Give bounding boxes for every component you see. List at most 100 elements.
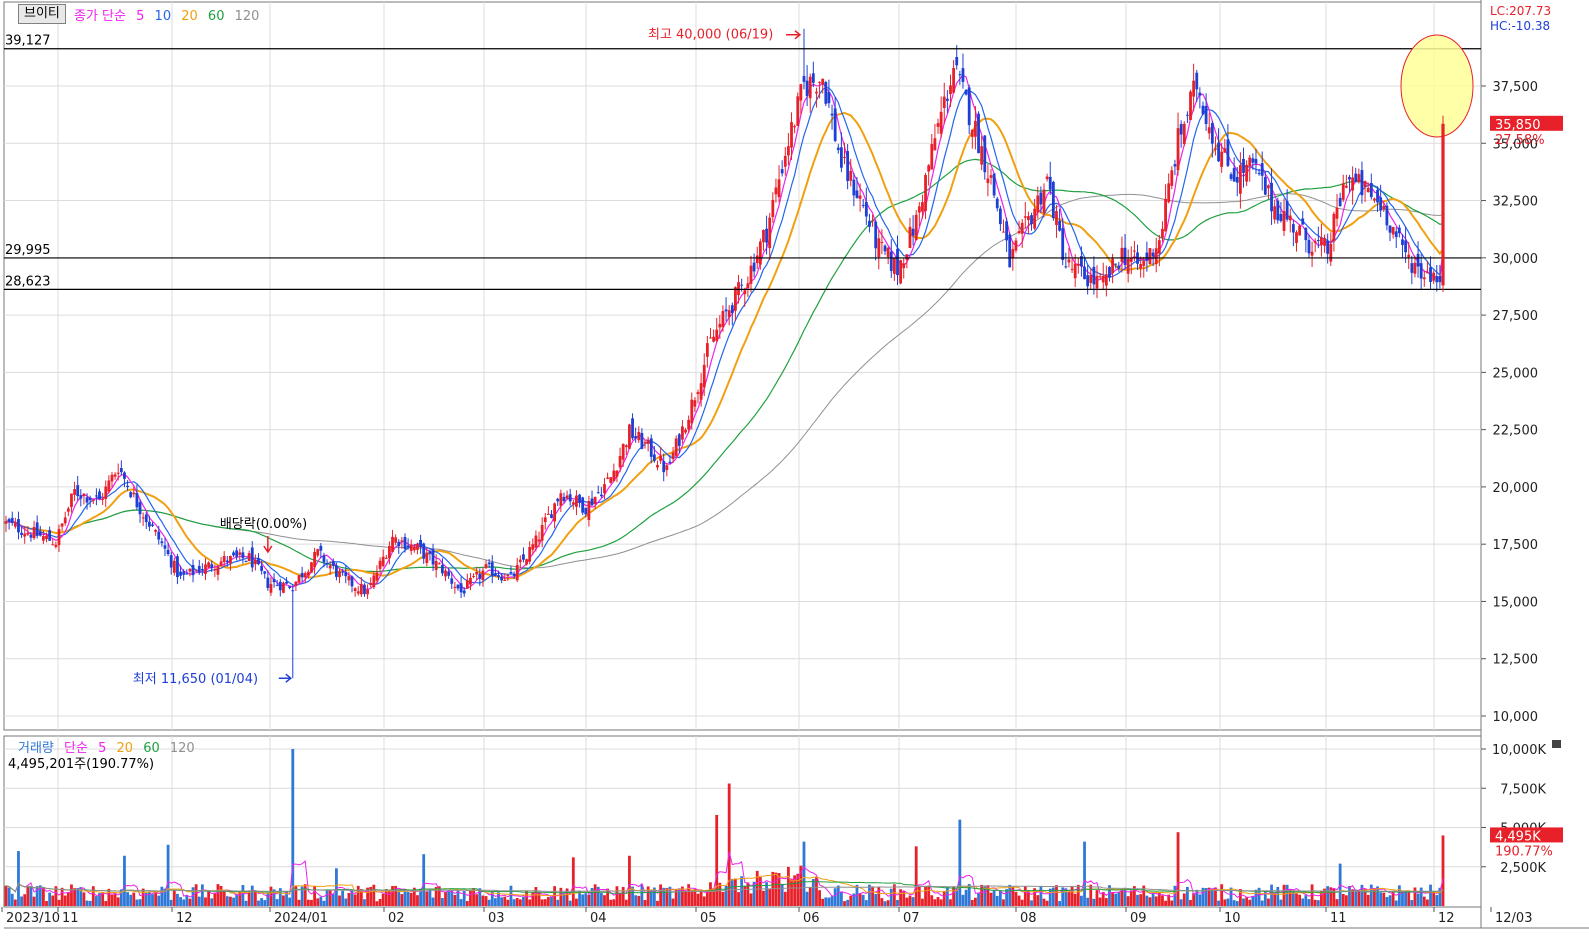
candle [995, 196, 999, 212]
symbol-button[interactable]: 브이티 [18, 4, 66, 24]
volume-bar [964, 889, 968, 906]
volume-bar [200, 884, 204, 906]
volume-bar [864, 900, 868, 906]
candle [434, 554, 438, 578]
candle [581, 496, 585, 516]
candle-body [568, 494, 572, 502]
volume-bar [91, 886, 95, 906]
candle-body [437, 563, 441, 565]
candle-body [578, 494, 581, 503]
hc-label: HC:-10.38 [1490, 19, 1551, 33]
volume-bar [1401, 891, 1404, 906]
candle [1055, 204, 1058, 238]
candle [1214, 136, 1217, 156]
volume-bar [1229, 887, 1233, 906]
candle [17, 511, 20, 540]
volume-bar [160, 886, 164, 906]
last-price-label: 35,850 [1495, 118, 1541, 133]
volume-bar [238, 891, 242, 906]
candle-body [515, 564, 519, 581]
legend-ma10: 10 [154, 9, 172, 24]
volume-bar [874, 894, 878, 906]
candle [649, 434, 653, 464]
candle-body [892, 258, 896, 274]
candle [378, 557, 382, 575]
volume-bar [911, 897, 915, 906]
candle-body [587, 501, 591, 520]
volume-bar [478, 888, 482, 906]
volume-bar [497, 892, 500, 906]
volume-bar [135, 899, 139, 906]
candle-body [833, 108, 837, 141]
candle-body [1326, 240, 1330, 254]
candle [172, 557, 176, 576]
volume-legend-label: 거래량 [18, 741, 54, 756]
volume-bar [216, 884, 220, 906]
volume-bar [1285, 884, 1289, 906]
volume-bar [76, 887, 80, 906]
candle-body [338, 571, 341, 578]
candle-body [42, 536, 45, 541]
volume-bar [182, 899, 186, 906]
candle-body [493, 573, 497, 577]
candle [1101, 262, 1105, 290]
candle-body [331, 561, 335, 566]
price-tick-label: 17,500 [1493, 538, 1539, 553]
candle-body [556, 498, 560, 502]
volume-bar [1432, 891, 1436, 906]
price-tick-label: 25,000 [1493, 366, 1539, 381]
candle-body [70, 493, 73, 508]
candle [690, 392, 694, 430]
volume-bar [1429, 884, 1432, 906]
volume-bar [995, 896, 999, 906]
candle [939, 96, 943, 138]
volume-bar [1394, 900, 1398, 906]
volume-bar [372, 884, 376, 906]
volume-bar [942, 890, 946, 906]
candle-body [949, 85, 952, 95]
volume-bar [612, 899, 616, 906]
candle [518, 555, 522, 569]
candle-body [288, 586, 292, 588]
candle [219, 557, 223, 567]
volume-bar [147, 892, 151, 906]
candle-body [328, 565, 332, 569]
candle-body [378, 560, 382, 569]
candle-body [266, 577, 270, 588]
price-tick-label: 30,000 [1493, 252, 1539, 267]
candle [272, 573, 276, 588]
volume-bar [1080, 895, 1083, 906]
candle [615, 469, 619, 483]
candle-body [469, 577, 472, 585]
volume-bar [805, 891, 809, 906]
volume-bar [565, 888, 569, 906]
candle-body [712, 336, 715, 342]
candle [1320, 223, 1323, 257]
candle-body [581, 497, 585, 513]
candle [1432, 270, 1436, 284]
volume-bar [540, 899, 544, 906]
candle [821, 78, 825, 94]
volume-info: 4,495,201주(190.77%) [8, 757, 155, 772]
candle-body [481, 570, 485, 581]
candle [335, 562, 338, 581]
volume-bar [986, 885, 990, 906]
volume-bar [1332, 888, 1336, 906]
candle [88, 495, 92, 508]
volume-bar [141, 888, 145, 906]
candle-body [914, 214, 918, 241]
candle [160, 537, 164, 547]
candle-body [1385, 205, 1389, 226]
candle-body [540, 524, 544, 541]
volume-bar [606, 888, 610, 906]
candle [1248, 154, 1252, 182]
volume-tick-label: 2,500K [1500, 861, 1546, 876]
volume-bar [1288, 889, 1292, 906]
candle [225, 556, 229, 567]
volume-bar [57, 899, 61, 906]
candle-body [843, 156, 846, 158]
candle [207, 561, 211, 569]
candle-body [684, 429, 687, 433]
candle-body [1226, 139, 1230, 166]
